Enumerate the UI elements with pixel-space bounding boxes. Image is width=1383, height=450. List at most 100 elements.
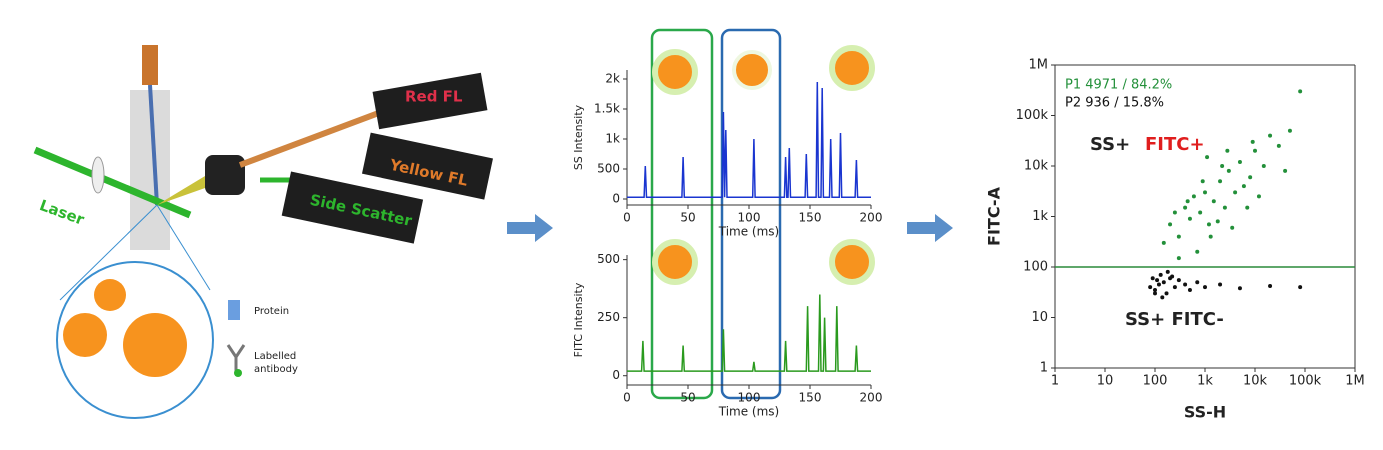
annotation: FITC+: [1145, 134, 1205, 155]
cell-icon: [829, 45, 875, 91]
y-tick-label: 2k: [605, 72, 620, 86]
laser-beam: [33, 146, 192, 219]
vesicle: [123, 313, 187, 377]
point: [1158, 272, 1163, 277]
point: [1195, 280, 1200, 285]
gate-stat: P1 4971 / 84.2%: [1065, 78, 1172, 93]
point: [1176, 256, 1181, 261]
point: [1261, 164, 1266, 168]
x-tick-label: 200: [860, 211, 883, 225]
x-tick-label: 1k: [1197, 374, 1213, 389]
point: [1298, 89, 1303, 94]
y-tick-label: 500: [597, 252, 620, 266]
point: [1161, 240, 1166, 245]
vesicle: [63, 313, 107, 357]
point: [1191, 194, 1196, 199]
y-axis-label: FITC Intensity: [572, 282, 585, 357]
cell-icon: [652, 239, 698, 285]
y-tick-label: 0: [612, 192, 620, 206]
point: [1268, 284, 1273, 289]
laser-label: Laser: [37, 196, 87, 229]
point: [1198, 210, 1203, 215]
point: [1205, 155, 1210, 160]
zoom-line: [59, 204, 158, 301]
y-tick-label: 500: [597, 162, 620, 176]
detector: [361, 132, 493, 200]
sample-stream: [148, 84, 159, 206]
point: [1226, 168, 1231, 173]
arrow: [507, 214, 553, 242]
y-tick-label: 250: [597, 310, 620, 324]
antibody-dye: [234, 369, 242, 377]
point: [1268, 133, 1273, 138]
x-tick-label: 150: [799, 211, 822, 225]
point: [1215, 219, 1220, 224]
x-tick-label: 50: [680, 391, 695, 405]
point: [1195, 249, 1200, 254]
point: [1156, 282, 1161, 287]
point: [1218, 179, 1223, 184]
x-tick-label: 1M: [1345, 374, 1365, 389]
point: [1185, 199, 1190, 204]
y-axis-label: FITC-A: [985, 186, 1004, 246]
point: [1248, 175, 1253, 180]
point: [1298, 285, 1303, 290]
light-path: [238, 102, 402, 168]
point: [1172, 285, 1177, 290]
x-tick-label: 150: [799, 391, 822, 405]
x-tick-label: 100: [738, 391, 761, 405]
y-tick-label: 1M: [1029, 58, 1049, 73]
y-tick-label: 10k: [1024, 159, 1049, 174]
point: [1237, 286, 1242, 291]
arrow: [907, 214, 953, 242]
point: [1183, 205, 1188, 210]
protein-icon: [228, 300, 240, 320]
point: [1218, 282, 1223, 287]
point: [1276, 143, 1281, 148]
point: [1200, 179, 1205, 184]
y-tick-label: 1.5k: [594, 102, 620, 116]
point: [1165, 269, 1170, 274]
point: [1183, 282, 1188, 287]
x-axis-label: Time (ms): [718, 405, 780, 419]
point: [1187, 216, 1192, 221]
x-tick-label: 100: [738, 211, 761, 225]
lens: [91, 156, 105, 194]
point: [1211, 199, 1216, 204]
point: [1153, 291, 1157, 296]
point: [1208, 234, 1213, 239]
point: [1176, 278, 1181, 283]
y-tick-label: 1k: [1032, 209, 1048, 224]
y-tick-label: 0: [612, 368, 620, 382]
point: [1187, 288, 1192, 293]
x-axis-label: SS-H: [1184, 403, 1226, 422]
point: [1168, 222, 1173, 227]
gate-box: [720, 28, 782, 400]
y-axis-label: SS Intensity: [572, 104, 585, 170]
point: [1203, 285, 1207, 290]
point: [1237, 160, 1242, 165]
x-tick-label: 0: [623, 211, 631, 225]
point: [1153, 288, 1157, 293]
antibody-icon: [226, 344, 246, 371]
annotation: SS+ FITC-: [1125, 309, 1224, 330]
gate-box: [650, 28, 714, 400]
nozzle: [142, 45, 158, 85]
x-axis-label: Time (ms): [718, 225, 780, 239]
x-tick-label: 50: [680, 211, 695, 225]
point: [1155, 278, 1160, 283]
point: [1253, 148, 1257, 153]
y-tick-label: 100: [1023, 260, 1048, 275]
cell-icon: [829, 239, 875, 285]
point: [1245, 205, 1250, 210]
point: [1225, 148, 1230, 153]
point: [1164, 291, 1169, 296]
point: [1170, 274, 1175, 279]
cell-icon: [732, 50, 772, 90]
cell-icon: [652, 49, 698, 95]
point: [1206, 222, 1211, 227]
cell-icons: [652, 45, 875, 285]
legend-label: antibody: [254, 364, 298, 375]
x-tick-label: 200: [860, 391, 883, 405]
